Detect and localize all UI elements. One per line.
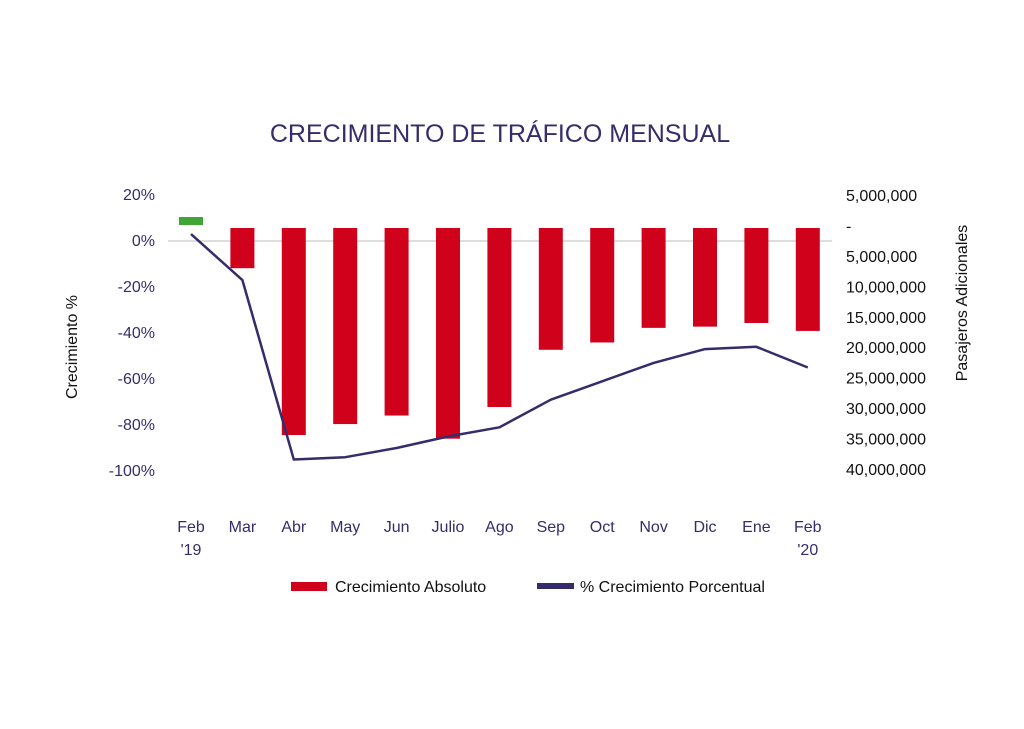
chart-title: CRECIMIENTO DE TRÁFICO MENSUAL [270,119,730,148]
x-tick-label: Sep [537,519,566,536]
bar-10 [693,228,717,327]
right-tick-label: 30,000,000 [846,401,926,418]
legend-label-bar: Crecimiento Absoluto [335,579,486,596]
line-series [190,233,809,461]
left-tick-label: -60% [118,371,155,388]
x-tick-label: Feb '19 [177,519,205,559]
x-tick-label: Abr [281,519,307,536]
left-tick-label: -40% [118,325,155,342]
x-axis-labels: Feb '19 Mar Abr May Jun Julio Ago Sep Oct Nov Dic En… [177,519,821,559]
right-tick-label: 20,000,000 [846,340,926,357]
right-tick-label: 5,000,000 [846,249,917,266]
legend-swatch-line [537,583,574,589]
x-tick-label: Feb '20 [794,519,822,559]
x-tick-label: Oct [590,519,615,536]
bar-0 [179,217,203,225]
right-tick-label: - [846,218,851,235]
bar-6 [487,228,512,408]
bar-2 [281,228,306,436]
legend-label-line: % Crecimiento Porcentual [580,579,765,596]
x-tick-label: Jun [384,519,410,536]
right-tick-label: 35,000,000 [846,432,926,449]
right-axis-ticks: 5,000,000 - 5,000,000 10,000,000 15,000,000 2… [846,188,926,479]
right-tick-label: 25,000,000 [846,371,926,388]
right-tick-label: 40,000,000 [846,462,926,479]
bar-11 [744,228,769,323]
x-tick-label: Nov [639,519,667,536]
x-tick-label: Ago [485,519,514,536]
right-tick-label: 10,000,000 [846,279,926,296]
left-tick-label: -100% [109,463,155,480]
bar-5 [436,228,460,439]
left-tick-label: -20% [118,279,155,296]
x-tick-label: May [330,519,360,536]
left-tick-label: -80% [118,417,155,434]
right-tick-label: 15,000,000 [846,310,926,327]
bar-series [179,217,820,439]
legend-swatch-bar [291,582,327,591]
left-axis-ticks: 20% 0% -20% -40% -60% -80% -100% [109,187,155,480]
x-tick-label: Ene [742,519,771,536]
left-tick-label: 0% [132,233,155,250]
left-tick-label: 20% [123,187,155,204]
bar-1 [230,228,255,269]
bar-9 [641,228,666,328]
x-tick-label: Julio [432,519,465,536]
bar-7 [538,228,563,350]
right-tick-label: 5,000,000 [846,188,917,205]
left-axis-label: Crecimiento % [64,295,81,399]
x-tick-label: Dic [693,519,716,536]
legend: Crecimiento Absoluto % Crecimiento Porcen… [291,579,765,596]
bar-8 [590,228,615,343]
line-path [190,233,809,461]
bar-12 [795,228,820,331]
right-axis-label: Pasajeros Adicionales [954,225,971,382]
bar-3 [333,228,358,425]
x-tick-label: Mar [229,519,257,536]
bar-4 [384,228,409,416]
